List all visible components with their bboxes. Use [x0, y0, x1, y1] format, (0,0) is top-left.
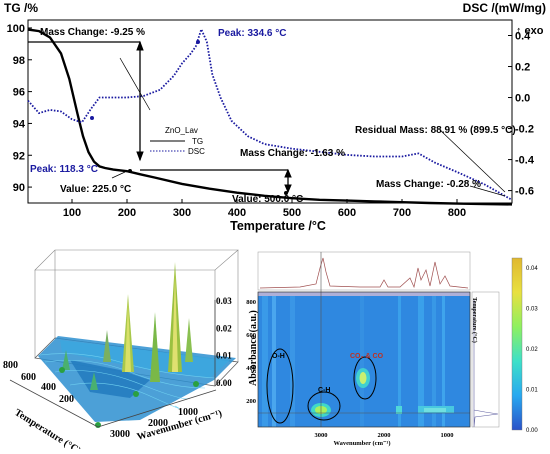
tg-y2-ticks: -0.6 -0.4 -0.2 0.0 0.2 0.4 [508, 31, 535, 198]
annotation-residual-mass: Residual Mass: 88.91 % (899.5 °C) [355, 125, 516, 136]
side-profile-panel [471, 291, 500, 428]
surface-axis-edges [9, 300, 217, 428]
tg-x-tick-label: 700 [393, 207, 411, 219]
heatmap-y-tick: 800 [246, 299, 256, 306]
side-profile-line [473, 300, 499, 428]
colorbar [511, 257, 523, 431]
tg-y-axis-label: TG /% [4, 1, 38, 15]
heatmap-x-tick: 1000 [441, 432, 454, 439]
colorbar-tick: 0.03 [526, 307, 538, 313]
tg-y-ticks: 90 92 94 96 98 100 [7, 23, 32, 194]
annotation-mass-change-3: Mass Change: -0.28 % [376, 179, 481, 190]
heatmap-frame [257, 291, 471, 428]
region-co2-label: CO₂ & CO [350, 353, 384, 360]
tg-annotation-lines [28, 40, 506, 197]
surface-absorbance-tick: 0.03 [216, 296, 232, 306]
tg-x-ticks: 100 200 300 400 500 600 700 800 [63, 199, 466, 219]
tg-annotation-points [90, 40, 288, 195]
legend-sample-name: ZnO_Lav [165, 126, 198, 135]
surface-peaks [62, 262, 193, 390]
tg-y-tick-label: 90 [13, 182, 25, 194]
tg-y-tick-label: 96 [13, 87, 25, 99]
dsc-y-tick-label: -0.4 [515, 155, 535, 167]
tg-y-tick-label: 98 [13, 55, 25, 67]
dsc-y-tick-label: 0.4 [515, 31, 531, 43]
region-ch-outline [307, 391, 341, 421]
tg-dsc-lines [27, 26, 513, 206]
surface-absorbance-tick: 0.00 [216, 378, 232, 388]
heatmap-x-tick: 2000 [378, 432, 391, 439]
region-co2-outline [353, 356, 377, 400]
surface-absorbance-tick: 0.01 [216, 351, 232, 361]
annotation-peak-118: Peak: 118.3 °C [30, 164, 98, 175]
heatmap-top-band [258, 292, 470, 296]
annotation-value-225: Value: 225.0 °C [60, 184, 131, 195]
surface-absorbance-label: Absorbance (a.u.) [248, 310, 259, 386]
series-line-tg [27, 28, 513, 206]
surface-wavenumber-tick: 3000 [110, 429, 130, 440]
region-oh-outline [266, 348, 294, 424]
surface-wavenumber-ticks: 1000 2000 3000 [110, 407, 198, 440]
annotation-mass-change-1: Mass Change: -9.25 % [40, 27, 145, 38]
region-ch-label: C-H [318, 387, 330, 394]
annotation-value-500: Value: 500.0 °C [232, 194, 303, 205]
colorbar-ticks: 0.00 0.01 0.02 0.03 0.04 [526, 266, 538, 434]
spectrum-panel [257, 251, 471, 291]
heatmap-y-axis-label: Temperature (°C) [471, 297, 478, 343]
heatmap-y-tick: 400 [246, 365, 256, 372]
surface-wavenumber-tick: 2000 [148, 418, 168, 429]
tg-x-tick-label: 500 [283, 207, 301, 219]
tg-x-axis-label: Temperature /°C [230, 219, 326, 233]
tg-dsc-chart: 100 200 300 400 500 600 700 800 90 92 94 96 98 100 -… [4, 1, 546, 233]
annotation-mass-change-2: Mass Change: -1.63 % [240, 148, 345, 159]
colorbar-tick: 0.02 [526, 347, 538, 353]
tg-plot-frame [27, 19, 513, 204]
region-oh-label: O-H [272, 353, 285, 360]
heatmap-y-tick: 600 [246, 332, 256, 339]
colorbar-tick: 0.00 [526, 428, 538, 434]
series-line-dsc [27, 26, 513, 201]
dsc-y-tick-label: 0.2 [515, 62, 530, 74]
tg-x-tick-label: 300 [173, 207, 191, 219]
dsc-y-tick-label: -0.2 [515, 124, 534, 136]
tg-ftir-heatmap: O-H C-H CO₂ & CO 3000 2000 1000 200 400 600 8… [246, 251, 538, 447]
tg-x-tick-label: 200 [118, 207, 136, 219]
heatmap-stripes [262, 296, 445, 427]
surface-temperature-tick: 600 [21, 372, 36, 383]
dsc-exo-label: ↑ exo [516, 25, 544, 37]
surface-temperature-tick: 400 [41, 382, 56, 393]
surface-mesh [38, 336, 236, 422]
heatmap-x-tick: 3000 [315, 432, 328, 439]
heatmap-y-ticks: 200 400 600 800 [246, 299, 256, 405]
surface-temperature-tick: 200 [59, 394, 74, 405]
surface-temperature-tick: 800 [3, 360, 18, 371]
tg-x-tick-label: 100 [63, 207, 81, 219]
spectrum-line [259, 257, 469, 289]
annotation-peak-334: Peak: 334.6 °C [218, 28, 287, 39]
heatmap-y-tick: 200 [246, 398, 256, 405]
surface-absorbance-tick: 0.02 [216, 323, 232, 333]
tg-y-tick-label: 94 [13, 118, 26, 130]
dsc-y-tick-label: 0.0 [515, 93, 530, 105]
tg-x-tick-label: 600 [338, 207, 356, 219]
surface-absorbance-ticks: 0.00 0.01 0.02 0.03 [216, 296, 232, 388]
dsc-y-tick-label: -0.6 [515, 186, 534, 198]
tg-y-tick-label: 92 [13, 150, 25, 162]
dsc-y-axis-label: DSC /(mW/mg) [463, 1, 546, 15]
legend-dsc-label: DSC [188, 147, 205, 156]
tg-y-tick-label: 100 [7, 23, 25, 35]
surface-markers [59, 367, 199, 428]
tg-x-tick-label: 800 [448, 207, 466, 219]
heatmap-x-ticks: 3000 2000 1000 [315, 432, 454, 439]
tg-x-tick-label: 400 [228, 207, 246, 219]
surface-wavenumber-tick: 1000 [178, 407, 198, 418]
legend-tg-label: TG [192, 137, 203, 146]
heatmap-x-axis-label: Wavenumber (cm⁻¹) [333, 440, 390, 447]
colorbar-tick: 0.04 [526, 266, 538, 272]
tg-legend: ZnO_Lav TG DSC [150, 126, 205, 156]
colorbar-tick: 0.01 [526, 388, 538, 394]
